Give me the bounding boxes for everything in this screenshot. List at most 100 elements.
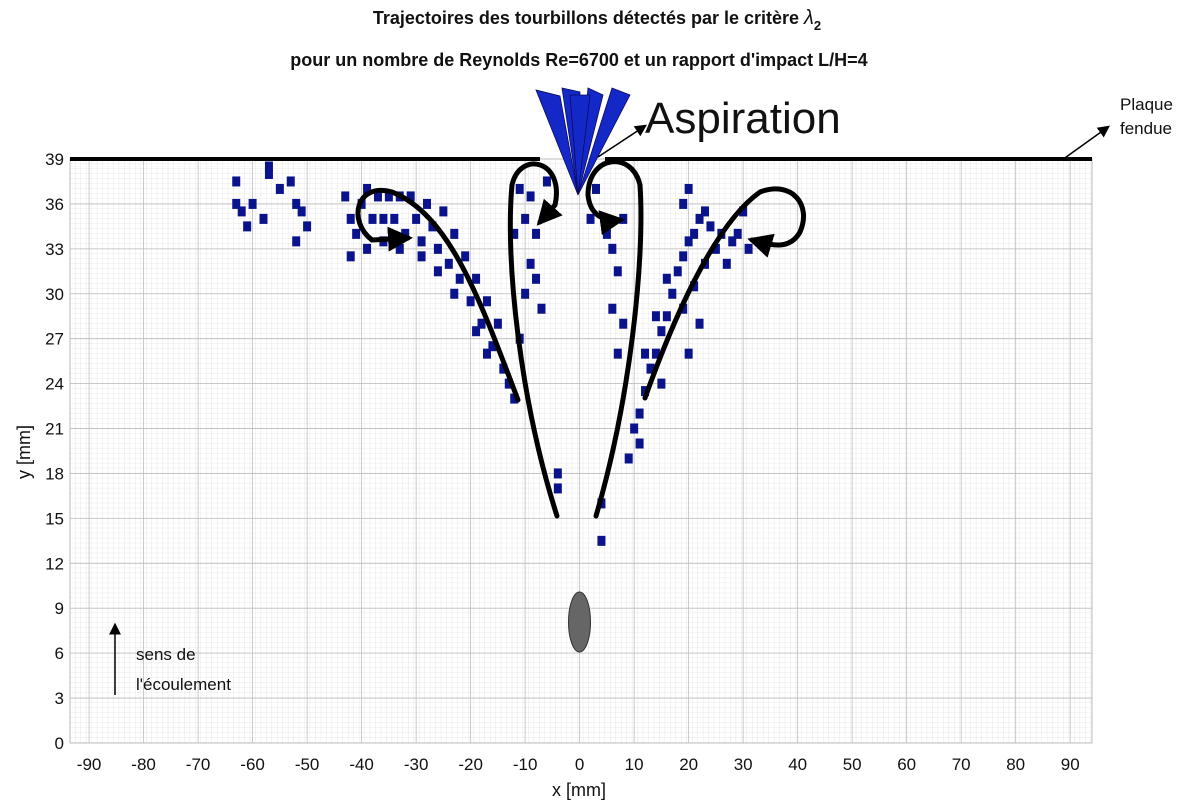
vortex-cell bbox=[286, 176, 295, 187]
x-tick-label: 70 bbox=[952, 755, 971, 774]
vortex-cell bbox=[406, 191, 415, 202]
y-tick-label: 39 bbox=[45, 150, 64, 169]
x-tick-label: 10 bbox=[625, 755, 644, 774]
x-tick-label: -10 bbox=[513, 755, 538, 774]
vortex-cell bbox=[630, 423, 639, 434]
vortex-cell bbox=[641, 348, 650, 359]
y-tick-label: 0 bbox=[55, 734, 64, 753]
y-tick-label: 21 bbox=[45, 420, 64, 439]
vortex-cell bbox=[488, 341, 497, 352]
x-tick-label: -40 bbox=[349, 755, 374, 774]
vortex-cell bbox=[264, 168, 273, 179]
title-symbol: λ bbox=[803, 7, 814, 29]
x-tick-label: 20 bbox=[679, 755, 698, 774]
vortex-cell bbox=[259, 213, 268, 224]
vortex-cell bbox=[297, 206, 306, 217]
vortex-cell bbox=[657, 378, 666, 389]
vortex-cell bbox=[613, 266, 622, 277]
annotation: Aspiration bbox=[645, 94, 841, 143]
vortex-cell bbox=[482, 296, 491, 307]
vortex-cell bbox=[526, 191, 535, 202]
y-tick-label: 9 bbox=[55, 599, 64, 618]
annotation: l'écoulement bbox=[136, 675, 231, 694]
y-tick-label: 30 bbox=[45, 285, 64, 304]
x-tick-label: -80 bbox=[131, 755, 156, 774]
plot-area bbox=[69, 158, 1093, 744]
vortex-cell bbox=[292, 236, 301, 247]
x-tick-label: -20 bbox=[458, 755, 483, 774]
vortex-cell bbox=[728, 236, 737, 247]
vortex-cell bbox=[668, 288, 677, 299]
annotation: sens de bbox=[136, 645, 196, 664]
y-tick-label: 15 bbox=[45, 509, 64, 528]
vortex-cell bbox=[264, 161, 273, 172]
x-tick-label: 90 bbox=[1061, 755, 1080, 774]
vortex-cell bbox=[379, 213, 388, 224]
vortex-cell bbox=[303, 221, 312, 232]
vortex-cell bbox=[368, 213, 377, 224]
vortex-cell bbox=[608, 243, 617, 254]
vortex-cell bbox=[537, 303, 546, 314]
vortex-cell bbox=[461, 251, 470, 262]
vortex-cell bbox=[341, 191, 350, 202]
vortex-cell bbox=[292, 198, 301, 209]
vortex-cell bbox=[232, 176, 241, 187]
chart-title: Trajectoires des tourbillons détectés pa… bbox=[373, 7, 821, 33]
vortex-cell bbox=[428, 221, 437, 232]
vortex-cell bbox=[657, 326, 666, 337]
x-tick-label: -70 bbox=[186, 755, 211, 774]
vortex-cell bbox=[744, 243, 753, 254]
y-tick-label: 12 bbox=[45, 554, 64, 573]
x-tick-label: 40 bbox=[788, 755, 807, 774]
vortex-cell bbox=[608, 303, 617, 314]
ticks: -90 -80 -70 -60 -50 -40 -30 -20 -10 0 10 20 30 40 50 60… bbox=[45, 150, 1080, 774]
y-tick-label: 33 bbox=[45, 240, 64, 259]
x-tick-label: 50 bbox=[843, 755, 862, 774]
vortex-cell bbox=[363, 243, 372, 254]
vortex-cell bbox=[701, 206, 710, 217]
annotation: fendue bbox=[1120, 119, 1172, 138]
vortex-cell bbox=[684, 236, 693, 247]
vortex-cell bbox=[722, 258, 731, 269]
annotation-arrow bbox=[597, 124, 648, 158]
y-axis-label: y [mm] bbox=[14, 425, 34, 479]
vortex-cell bbox=[613, 348, 622, 359]
annotation: Plaque bbox=[1120, 95, 1173, 114]
y-tick-label: 36 bbox=[45, 195, 64, 214]
vortex-cell bbox=[679, 198, 688, 209]
vortex-cell bbox=[504, 378, 513, 389]
title-text: Trajectoires des tourbillons détectés pa… bbox=[373, 8, 799, 28]
vortex-cell bbox=[417, 251, 426, 262]
vortex-cell bbox=[363, 183, 372, 194]
vortex-cell bbox=[243, 221, 252, 232]
x-tick-label: 0 bbox=[575, 755, 584, 774]
y-tick-label: 24 bbox=[45, 375, 64, 394]
suction-fan bbox=[535, 87, 631, 196]
vortex-cell bbox=[521, 288, 530, 299]
vortex-cell bbox=[499, 363, 508, 374]
vortex-cell bbox=[384, 191, 393, 202]
vortex-cell bbox=[433, 243, 442, 254]
vortex-cell bbox=[373, 191, 382, 202]
vortex-cell bbox=[624, 453, 633, 464]
x-tick-label: -90 bbox=[77, 755, 102, 774]
vortex-cell bbox=[412, 213, 421, 224]
vortex-cell bbox=[466, 296, 475, 307]
vortex-cell bbox=[739, 206, 748, 217]
vortex-cell bbox=[346, 213, 355, 224]
vortex-cell bbox=[493, 318, 502, 329]
vortex-cell bbox=[619, 318, 628, 329]
vortex-cell bbox=[695, 213, 704, 224]
cylinder bbox=[568, 591, 591, 653]
x-tick-label: 30 bbox=[734, 755, 753, 774]
vortex-cell bbox=[602, 228, 611, 239]
vortex-cell bbox=[232, 198, 241, 209]
vortex-cell bbox=[510, 393, 519, 404]
vortex-cell bbox=[553, 483, 562, 494]
vortex-cell bbox=[417, 236, 426, 247]
vortex-cell bbox=[706, 221, 715, 232]
vortex-cell bbox=[439, 206, 448, 217]
vortex-cell bbox=[695, 318, 704, 329]
